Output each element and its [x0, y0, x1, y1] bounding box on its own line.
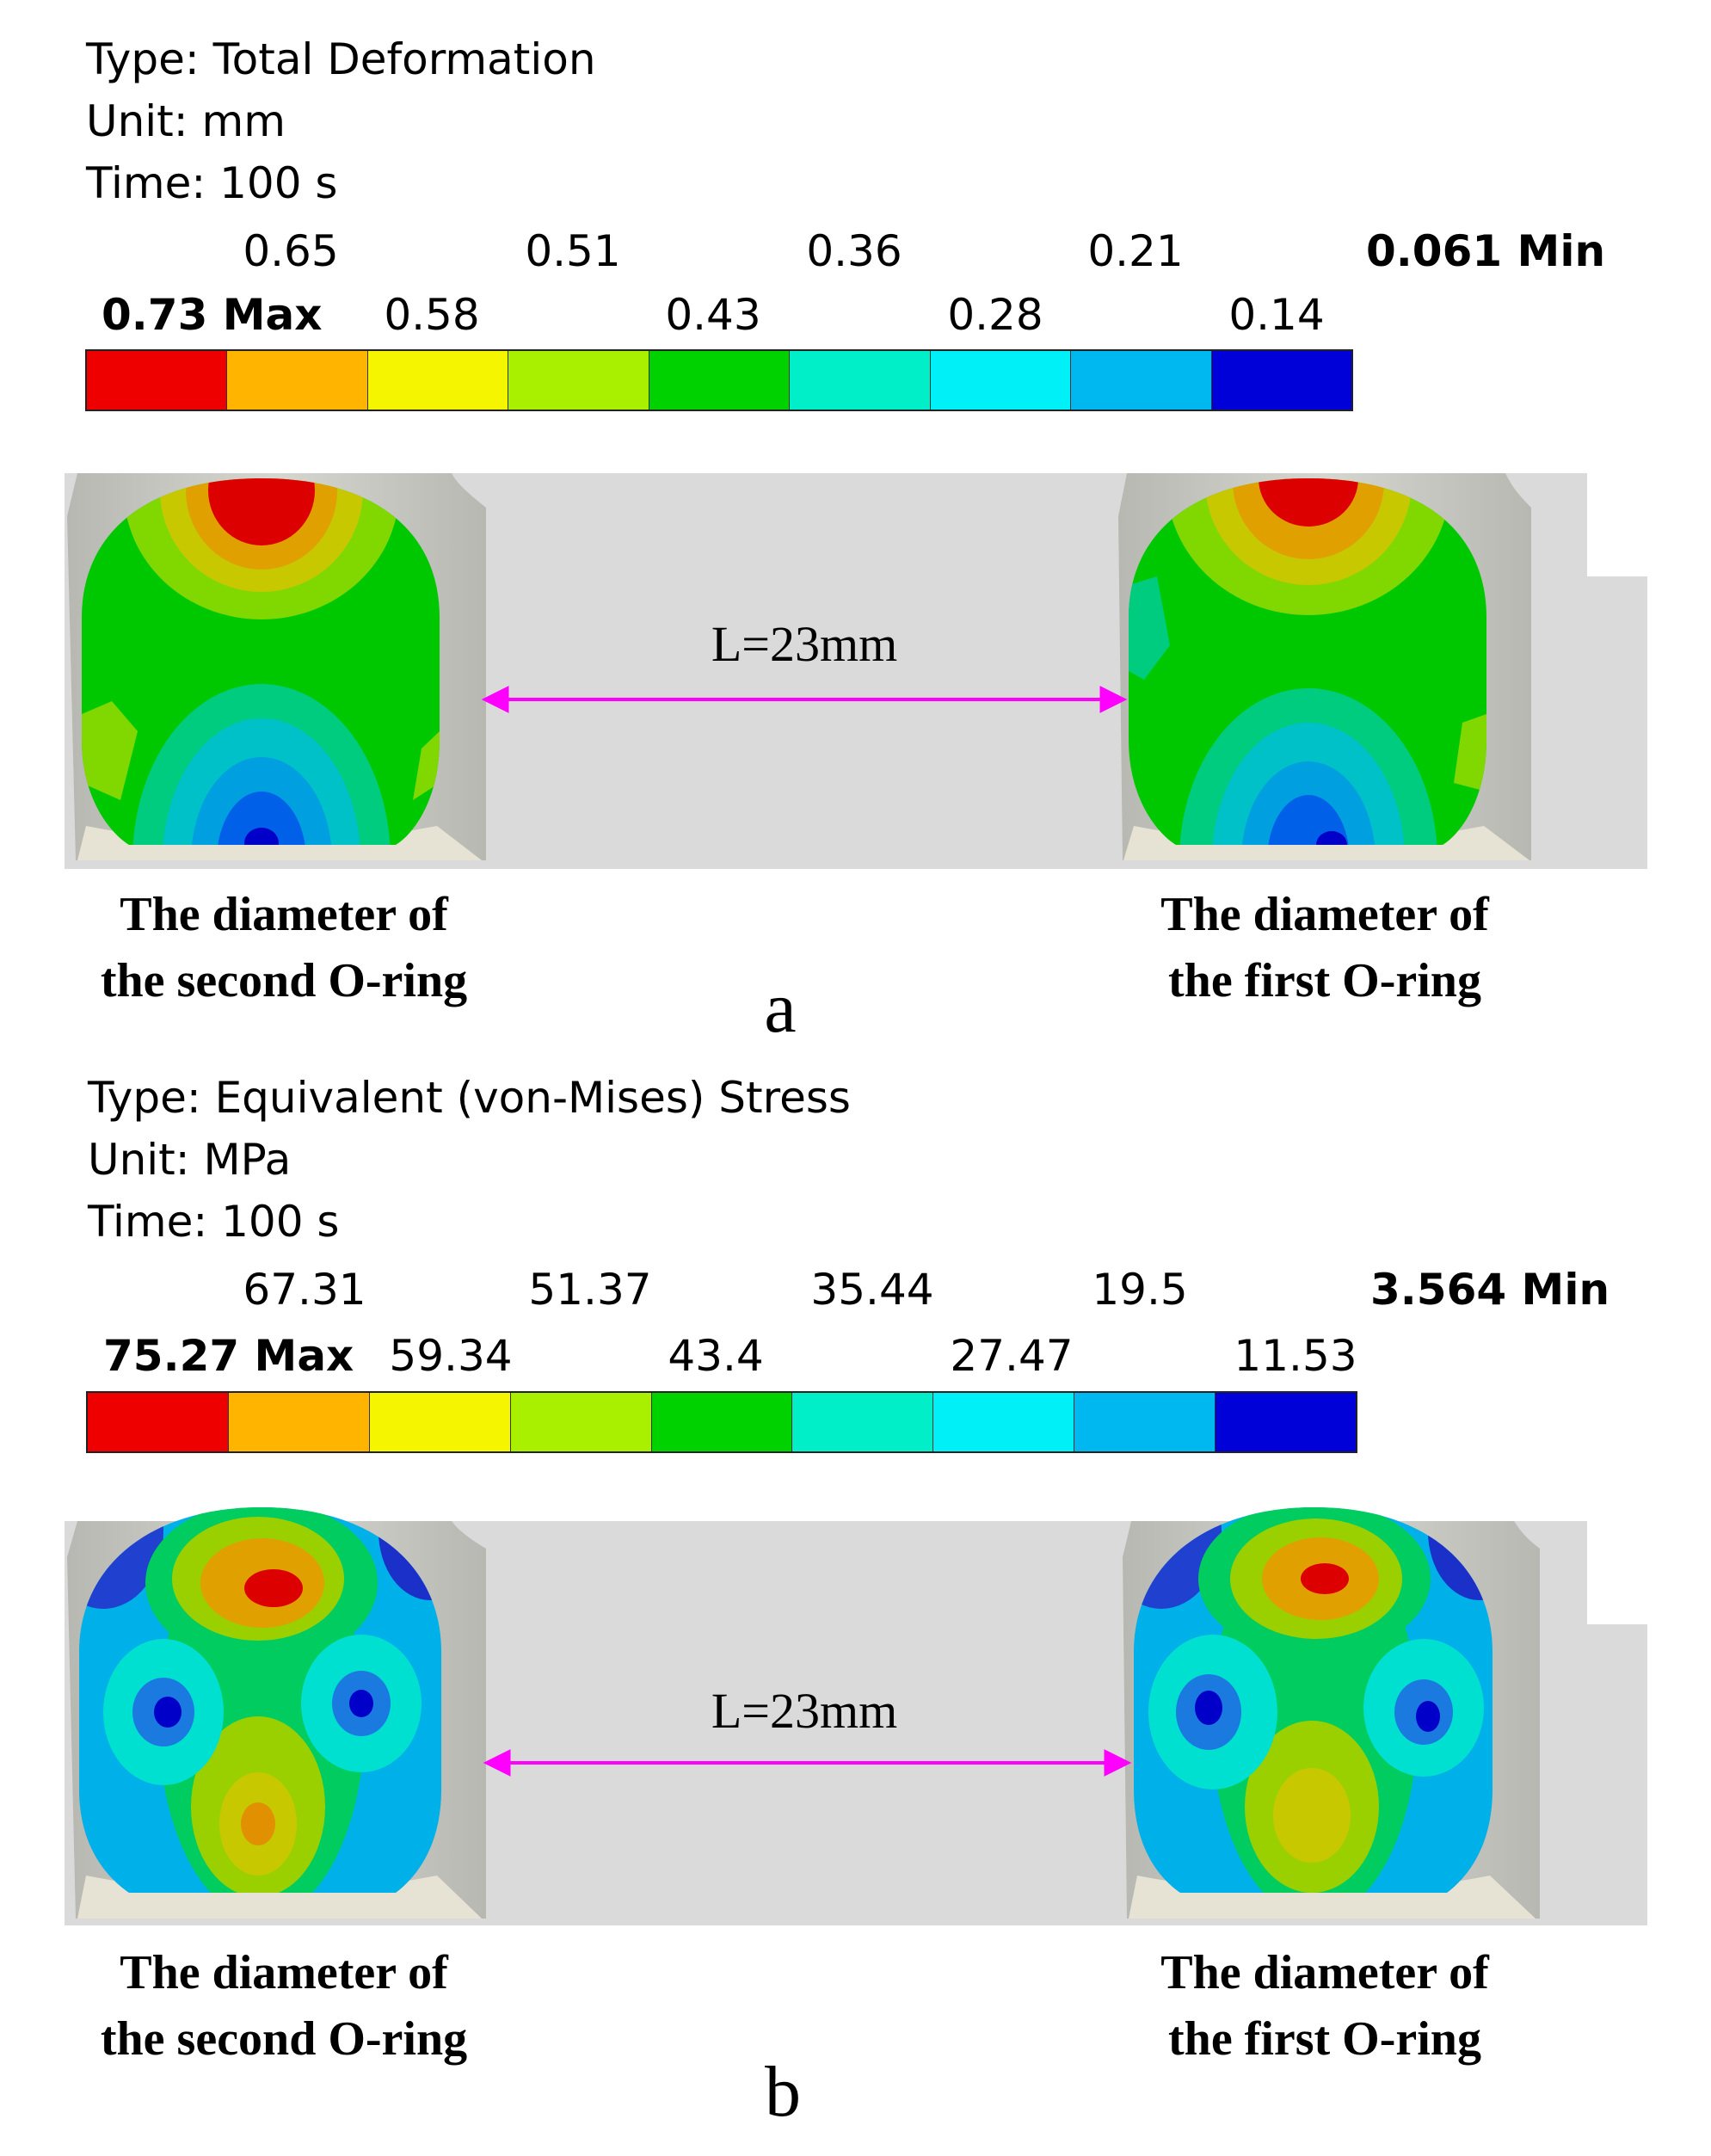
second-o-ring-caption: The diameter of the second O-ring	[34, 1940, 533, 2073]
color-band	[930, 351, 1072, 410]
caption-line: The diameter of	[1160, 888, 1489, 941]
legend-tick: 11.53	[1234, 1331, 1357, 1381]
time-label: Time: 100 s	[88, 1197, 340, 1247]
legend-tick: 0.51	[525, 226, 621, 276]
color-band	[367, 351, 509, 410]
legend-tick: 19.5	[1092, 1265, 1188, 1315]
legend-tick: 43.4	[668, 1331, 764, 1381]
unit-label: Unit: MPa	[88, 1135, 292, 1185]
color-band	[790, 351, 931, 410]
first-o-ring-caption: The diameter of the first O-ring	[1075, 1940, 1574, 2073]
legend-max-label: 0.73 Max	[102, 290, 323, 340]
legend-tick: 0.43	[665, 290, 761, 340]
housing-step	[1587, 1521, 1647, 1624]
color-bar	[85, 349, 1353, 411]
caption-line: the second O-ring	[100, 2012, 468, 2067]
legend-tick: 27.47	[950, 1331, 1074, 1381]
color-bar	[86, 1391, 1357, 1453]
result-type-label: Type: Total Deformation	[86, 34, 596, 84]
distance-label: L=23mm	[711, 616, 898, 672]
first-o-ring-caption: The diameter of the first O-ring	[1075, 882, 1574, 1015]
color-band	[651, 1393, 793, 1451]
color-band	[792, 1393, 934, 1451]
housing-step	[1587, 473, 1647, 576]
color-band	[1071, 351, 1212, 410]
legend-tick: 59.34	[389, 1331, 513, 1381]
legend-min-label: 0.061 Min	[1366, 226, 1606, 276]
panel-letter: a	[764, 968, 797, 1048]
color-band	[508, 351, 649, 410]
color-band	[88, 1393, 229, 1451]
unit-label: Unit: mm	[86, 96, 286, 146]
legend-min-label: 3.564 Min	[1370, 1265, 1610, 1315]
legend-tick: 0.28	[947, 290, 1043, 340]
caption-line: The diameter of	[1160, 1946, 1489, 1999]
caption-line: the second O-ring	[100, 954, 468, 1008]
color-band	[933, 1393, 1075, 1451]
legend-tick: 51.37	[528, 1265, 652, 1315]
panel-letter: b	[765, 2052, 801, 2132]
first-o-ring-contour	[1129, 478, 1486, 845]
caption-line: The diameter of	[120, 888, 448, 941]
legend-tick: 67.31	[243, 1265, 366, 1315]
color-band	[1216, 1393, 1357, 1451]
color-band	[369, 1393, 511, 1451]
legend-tick: 0.36	[806, 226, 902, 276]
legend-tick: 35.44	[810, 1265, 934, 1315]
caption-line: The diameter of	[120, 1946, 448, 1999]
caption-line: the first O-ring	[1168, 954, 1481, 1008]
distance-label: L=23mm	[711, 1683, 898, 1739]
legend-max-label: 75.27 Max	[103, 1331, 354, 1381]
color-band	[227, 351, 368, 410]
caption-line: the first O-ring	[1168, 2012, 1481, 2067]
result-type-label: Type: Equivalent (von-Mises) Stress	[88, 1073, 851, 1123]
legend-tick: 0.21	[1087, 226, 1184, 276]
second-o-ring-caption: The diameter of the second O-ring	[34, 882, 533, 1015]
color-band	[228, 1393, 370, 1451]
color-band	[87, 351, 228, 410]
deformation-contour-view	[65, 473, 1647, 869]
color-band	[1211, 351, 1351, 410]
legend-tick: 0.58	[384, 290, 480, 340]
color-band	[649, 351, 791, 410]
second-o-ring-contour	[82, 478, 440, 845]
color-band	[510, 1393, 652, 1451]
legend-tick: 0.14	[1228, 290, 1325, 340]
color-band	[1074, 1393, 1216, 1451]
stress-contour-view	[65, 1507, 1647, 1925]
legend-tick: 0.65	[243, 226, 339, 276]
time-label: Time: 100 s	[86, 158, 338, 208]
